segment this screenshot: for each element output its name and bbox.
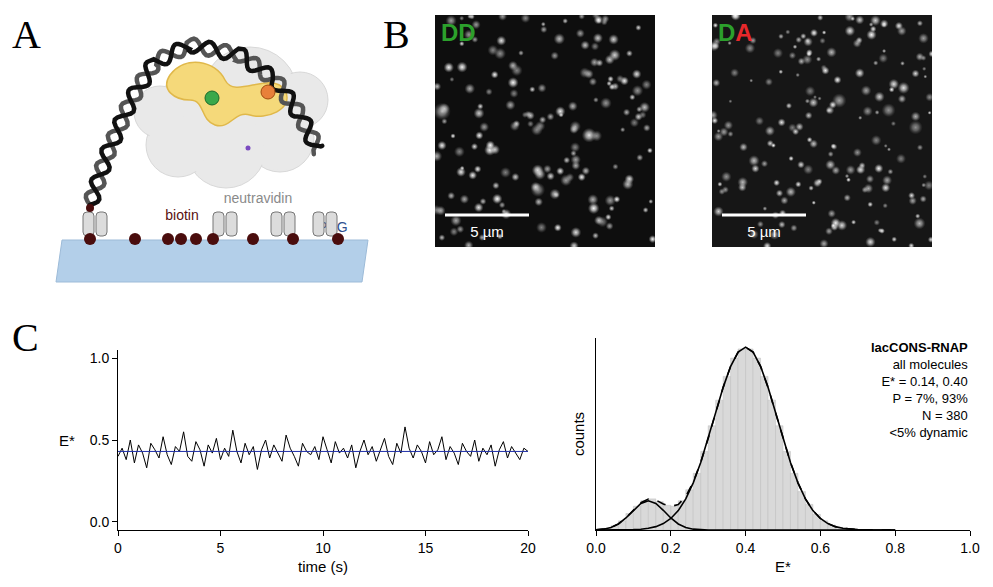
- svg-text:0.4: 0.4: [736, 540, 756, 556]
- svg-text:5 µm: 5 µm: [470, 223, 504, 240]
- svg-text:lacCONS-RNAPall moleculesE* =: lacCONS-RNAPall moleculesE* = 0.14, 0.40…: [871, 340, 968, 440]
- svg-text:20: 20: [520, 540, 536, 556]
- svg-text:0.8: 0.8: [885, 540, 905, 556]
- svg-text:E*: E*: [59, 432, 75, 449]
- svg-text:0.0: 0.0: [586, 540, 606, 556]
- svg-text:counts: counts: [570, 412, 587, 456]
- svg-text:neutravidin: neutravidin: [224, 190, 293, 206]
- svg-text:0.6: 0.6: [811, 540, 831, 556]
- svg-text:B: B: [383, 12, 410, 57]
- svg-text:0.5: 0.5: [90, 432, 110, 448]
- svg-text:10: 10: [315, 540, 331, 556]
- svg-text:1.0: 1.0: [960, 540, 980, 556]
- svg-text:15: 15: [418, 540, 434, 556]
- svg-text:biotin: biotin: [165, 207, 198, 223]
- svg-text:E*: E*: [775, 558, 791, 575]
- svg-text:DD: DD: [441, 19, 476, 46]
- svg-text:0.0: 0.0: [90, 514, 110, 530]
- svg-text:0.2: 0.2: [661, 540, 681, 556]
- svg-text:time (s): time (s): [298, 558, 348, 575]
- svg-text:DA: DA: [718, 19, 753, 46]
- svg-text:5: 5: [217, 540, 225, 556]
- svg-text:5 µm: 5 µm: [747, 223, 781, 240]
- svg-text:1.0: 1.0: [90, 350, 110, 366]
- svg-text:A: A: [12, 12, 41, 57]
- html-text:C: C: [12, 315, 39, 360]
- svg-text:0: 0: [114, 540, 122, 556]
